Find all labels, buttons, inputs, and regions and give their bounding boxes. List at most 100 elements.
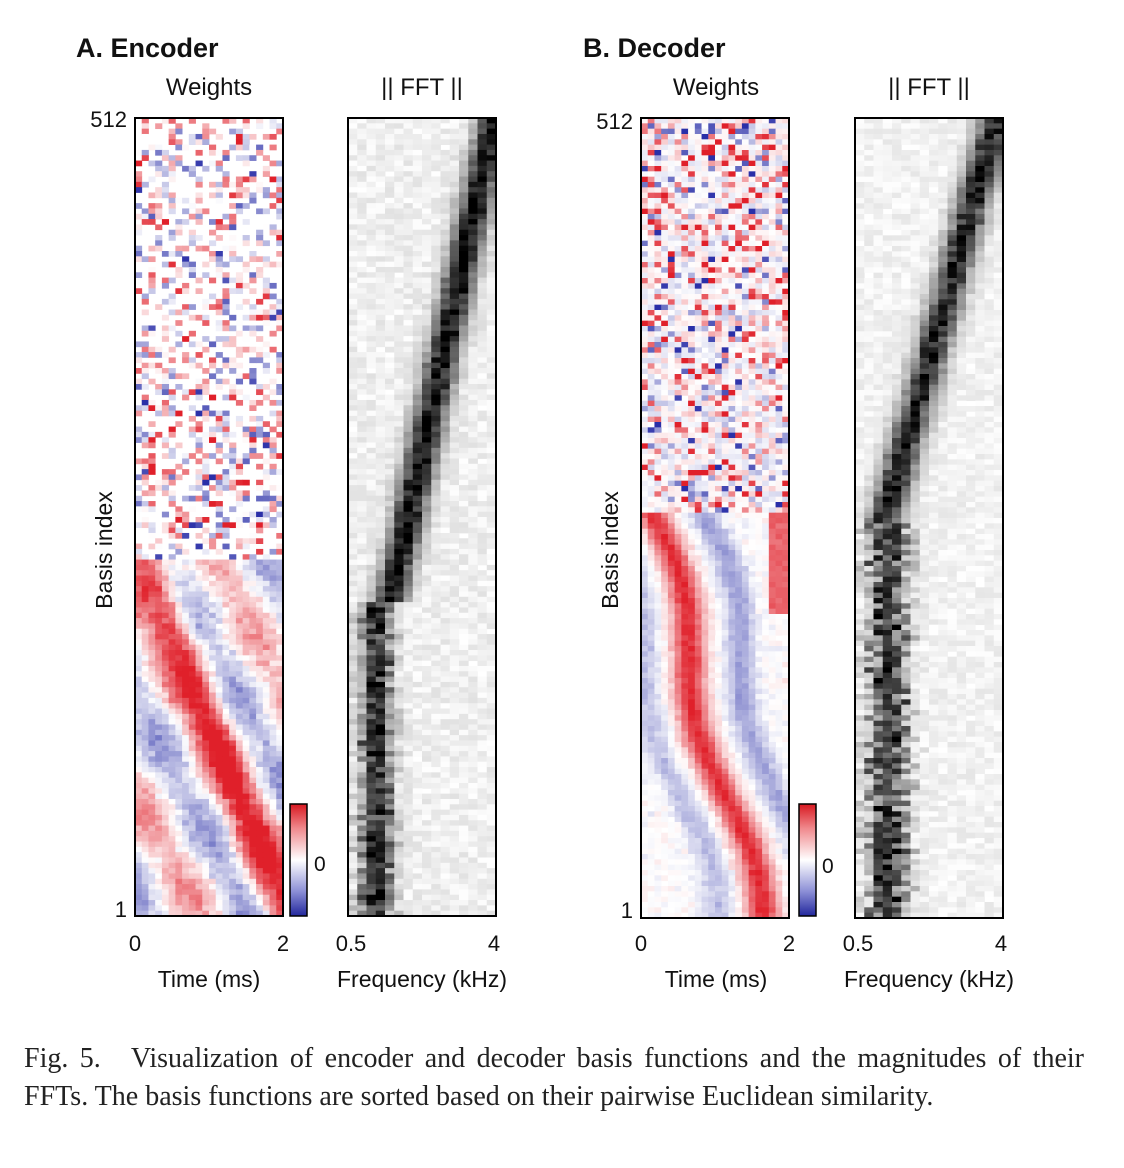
fft-encoder-cell bbox=[403, 777, 414, 784]
weights-decoder-cell bbox=[701, 144, 709, 151]
weights-encoder-cell bbox=[256, 256, 264, 263]
weights-encoder-cell bbox=[209, 894, 217, 901]
weights-encoder-cell bbox=[141, 341, 149, 348]
weights-encoder-cell bbox=[215, 852, 223, 858]
weights-decoder-cell bbox=[782, 166, 790, 172]
weights-encoder-cell bbox=[249, 751, 257, 757]
weights-encoder-cell bbox=[209, 836, 217, 842]
weights-encoder-cell bbox=[276, 453, 284, 459]
fft-encoder-cell bbox=[459, 330, 469, 337]
fft-encoder-cell bbox=[394, 373, 404, 380]
weights-encoder-cell bbox=[209, 357, 217, 364]
weights-encoder-cell bbox=[141, 554, 149, 560]
fft-encoder-cell bbox=[357, 235, 367, 241]
weights-encoder-cell bbox=[262, 623, 270, 630]
fft-encoder-cell bbox=[431, 767, 441, 773]
weights-encoder-cell bbox=[242, 745, 250, 752]
fft-encoder-cell bbox=[348, 240, 358, 247]
weights-encoder-cell bbox=[202, 798, 210, 805]
weights-encoder-cell bbox=[182, 639, 190, 646]
weights-encoder-cell bbox=[195, 607, 203, 614]
fft-encoder-cell bbox=[385, 788, 395, 795]
fft-encoder-cell bbox=[468, 548, 478, 555]
fft-encoder-cell bbox=[422, 229, 432, 236]
weights-encoder-cell bbox=[168, 761, 176, 768]
fft-encoder-cell bbox=[375, 862, 386, 869]
fft-encoder-cell bbox=[403, 506, 414, 513]
fft-encoder-cell bbox=[477, 133, 488, 140]
fft-encoder-cell bbox=[375, 160, 386, 167]
weights-encoder-cell bbox=[182, 586, 190, 592]
fft-encoder-cell bbox=[394, 873, 404, 880]
fft-encoder-cell bbox=[468, 820, 478, 826]
weights-encoder-cell bbox=[155, 713, 163, 720]
weights-encoder-cell bbox=[161, 857, 170, 864]
weights-encoder-cell bbox=[276, 229, 284, 236]
fft-encoder-cell bbox=[486, 118, 497, 124]
fft-encoder-cell bbox=[459, 591, 469, 598]
weights-encoder-cell bbox=[188, 485, 196, 491]
fft-encoder-cell bbox=[477, 905, 488, 912]
fft-encoder-cell bbox=[375, 368, 386, 374]
weights-decoder-cell bbox=[674, 166, 682, 172]
weights-encoder-cell bbox=[262, 437, 270, 443]
fft-encoder-cell bbox=[366, 532, 377, 539]
fft-encoder-cell bbox=[366, 144, 377, 151]
weights-encoder-cell bbox=[209, 788, 217, 795]
weights-decoder-cell bbox=[641, 128, 649, 135]
fft-encoder-cell bbox=[412, 783, 423, 789]
fft-encoder-cell bbox=[459, 554, 469, 560]
weights-encoder-cell bbox=[141, 309, 149, 316]
weights-encoder-cell bbox=[249, 841, 257, 848]
fft-encoder-cell bbox=[486, 644, 497, 651]
weights-encoder-cell bbox=[256, 187, 264, 193]
weights-encoder-cell bbox=[155, 235, 163, 241]
weights-encoder-cell bbox=[175, 644, 183, 651]
weights-encoder-cell bbox=[242, 325, 250, 332]
weights-encoder-cell bbox=[229, 282, 237, 289]
fft-encoder-cell bbox=[394, 543, 404, 550]
fft-encoder-cell bbox=[375, 357, 386, 364]
fft-encoder-cell bbox=[375, 495, 386, 502]
fft-encoder-cell bbox=[486, 905, 497, 912]
fft-encoder-cell bbox=[348, 463, 358, 470]
fft-encoder-cell bbox=[412, 181, 423, 188]
fft-encoder-cell bbox=[431, 490, 441, 497]
weights-encoder-cell bbox=[161, 761, 170, 768]
fft-encoder-cell bbox=[486, 814, 497, 821]
weights-encoder-cell bbox=[168, 793, 176, 800]
weights-heatmap-decoder bbox=[641, 118, 790, 919]
weights-encoder-cell bbox=[141, 665, 149, 672]
weights-encoder-cell bbox=[168, 139, 176, 145]
fft-encoder-cell bbox=[431, 165, 441, 172]
weights-encoder-cell bbox=[141, 373, 149, 380]
weights-encoder-cell bbox=[269, 671, 277, 677]
weights-encoder-cell bbox=[161, 905, 170, 912]
weights-encoder-cell bbox=[175, 830, 183, 837]
weights-encoder-cell bbox=[202, 756, 210, 763]
weights-encoder-cell bbox=[215, 783, 223, 789]
weights-encoder-cell bbox=[135, 671, 143, 677]
fft-encoder-cell bbox=[459, 559, 469, 566]
fft-encoder-cell bbox=[431, 745, 441, 752]
fft-encoder-cell bbox=[394, 804, 404, 810]
weights-encoder-cell bbox=[242, 479, 250, 486]
weights-encoder-cell bbox=[222, 777, 230, 784]
fft-encoder-cell bbox=[477, 554, 488, 560]
fft-encoder-cell bbox=[403, 697, 414, 704]
fft-encoder-cell bbox=[403, 298, 414, 305]
fft-encoder-cell bbox=[348, 447, 358, 454]
weights-decoder-cell bbox=[681, 123, 689, 130]
fft-encoder-cell bbox=[431, 203, 441, 209]
fft-encoder-cell bbox=[422, 724, 432, 731]
weights-encoder-cell bbox=[215, 697, 223, 704]
weights-encoder-cell bbox=[235, 181, 244, 188]
weights-encoder-cell bbox=[141, 219, 149, 225]
fft-encoder-cell bbox=[348, 586, 358, 592]
weights-encoder-cell bbox=[256, 607, 264, 614]
weights-encoder-cell bbox=[229, 522, 237, 529]
fft-encoder-cell bbox=[431, 224, 441, 231]
weights-encoder-cell bbox=[249, 378, 257, 385]
weights-decoder-cell bbox=[688, 123, 696, 130]
fft-encoder-cell bbox=[422, 836, 432, 842]
